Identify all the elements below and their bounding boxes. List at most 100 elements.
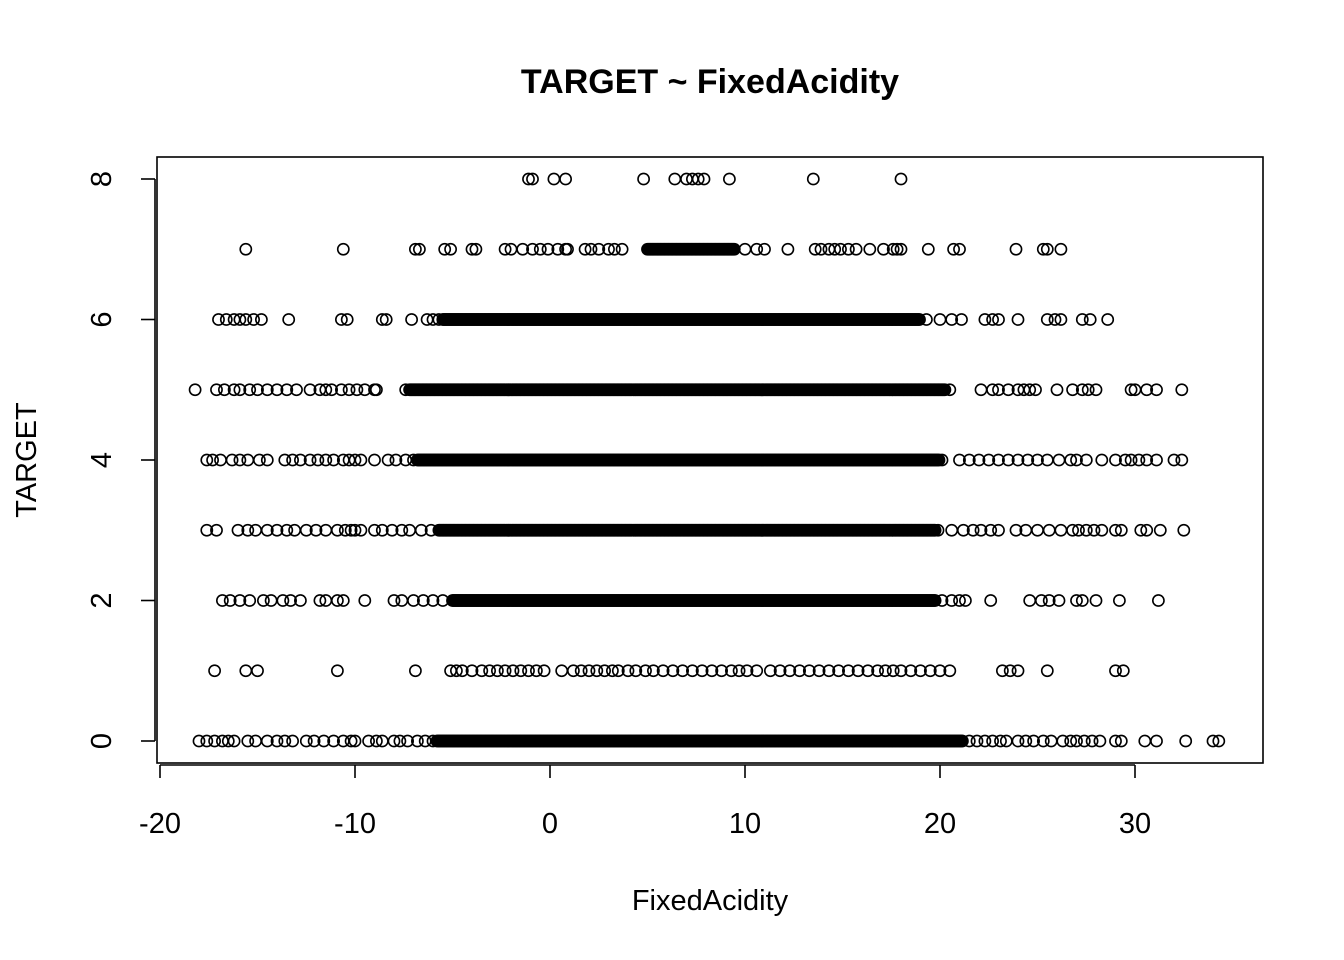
data-point <box>325 383 338 397</box>
data-point <box>1019 734 1033 748</box>
x-tick-label: 30 <box>1119 808 1151 840</box>
y-tick-label: 0 <box>86 733 118 749</box>
data-point <box>1042 523 1056 537</box>
data-point <box>1132 453 1146 467</box>
data-point <box>758 242 771 256</box>
data-point <box>282 313 296 326</box>
data-point <box>1064 453 1078 467</box>
data-point <box>338 523 352 537</box>
data-point <box>1150 383 1163 397</box>
x-tick-label: 20 <box>924 808 956 840</box>
data-point <box>385 523 399 537</box>
data-point <box>227 734 241 748</box>
data-point <box>842 242 855 256</box>
data-point <box>299 523 313 537</box>
data-point <box>561 242 574 256</box>
data-point <box>251 664 264 678</box>
y-tick-label: 8 <box>86 171 118 187</box>
data-point <box>327 734 340 748</box>
data-point <box>938 383 952 397</box>
data-point <box>945 313 959 326</box>
data-point <box>233 313 247 326</box>
data-point <box>1077 734 1091 748</box>
data-point <box>808 242 822 256</box>
data-point <box>863 242 877 256</box>
data-point <box>498 664 512 678</box>
data-point <box>362 734 375 748</box>
data-point <box>1070 453 1083 467</box>
data-point <box>239 242 253 256</box>
data-point <box>217 383 231 397</box>
data-point <box>602 242 615 256</box>
data-point <box>1031 453 1044 467</box>
data-point <box>303 453 317 467</box>
data-point <box>1150 453 1163 467</box>
data-point <box>1153 523 1167 537</box>
data-point <box>676 664 689 678</box>
data-point <box>781 242 795 256</box>
data-point <box>1114 523 1128 537</box>
data-point <box>994 734 1007 748</box>
y-axis: 0 2 4 6 8 <box>86 171 156 749</box>
data-point <box>342 383 356 397</box>
data-point <box>1140 383 1154 397</box>
data-point <box>727 242 741 256</box>
data-point <box>286 453 299 467</box>
data-point <box>426 594 440 607</box>
data-point <box>691 172 705 186</box>
data-point <box>555 664 569 678</box>
data-point <box>974 523 988 537</box>
data-point <box>327 453 340 467</box>
data-point <box>1089 383 1103 397</box>
data-point <box>208 734 221 748</box>
data-point <box>541 242 555 256</box>
data-point <box>1079 453 1093 467</box>
data-point <box>886 242 900 256</box>
data-point <box>928 523 942 537</box>
y-tick-label: 4 <box>86 452 118 468</box>
data-point <box>947 242 960 256</box>
data-point <box>1036 242 1050 256</box>
data-point <box>822 664 836 678</box>
data-point <box>192 734 206 748</box>
y-axis-label: TARGET <box>11 402 43 518</box>
data-point <box>260 453 274 467</box>
data-point <box>256 594 270 607</box>
data-point <box>814 242 828 256</box>
data-point <box>953 453 966 467</box>
data-point <box>225 453 239 467</box>
data-point <box>1175 453 1189 467</box>
data-point <box>407 594 420 607</box>
data-point <box>974 383 988 397</box>
data-point <box>212 313 225 326</box>
data-point <box>1109 734 1122 748</box>
data-point <box>1048 313 1062 326</box>
data-point <box>970 734 984 748</box>
data-point <box>475 664 489 678</box>
y-tick-label: 6 <box>86 311 118 327</box>
data-point <box>666 664 680 678</box>
data-point <box>1075 313 1089 326</box>
data-point <box>1079 523 1093 537</box>
data-point <box>1109 523 1122 537</box>
data-point <box>608 242 621 256</box>
data-point <box>933 313 947 326</box>
data-point <box>957 523 970 537</box>
data-point <box>498 242 512 256</box>
data-point <box>284 594 297 607</box>
data-point <box>206 453 219 467</box>
data-point <box>1175 383 1189 397</box>
data-point <box>1029 383 1042 397</box>
data-point <box>247 313 260 326</box>
data-point <box>1054 523 1068 537</box>
data-point <box>387 594 401 607</box>
data-point <box>806 172 820 186</box>
data-point <box>955 313 968 326</box>
data-point <box>408 242 422 256</box>
data-point <box>214 453 227 467</box>
data-point <box>368 453 381 467</box>
data-point <box>647 664 660 678</box>
data-point <box>793 664 806 678</box>
data-point <box>750 664 764 678</box>
